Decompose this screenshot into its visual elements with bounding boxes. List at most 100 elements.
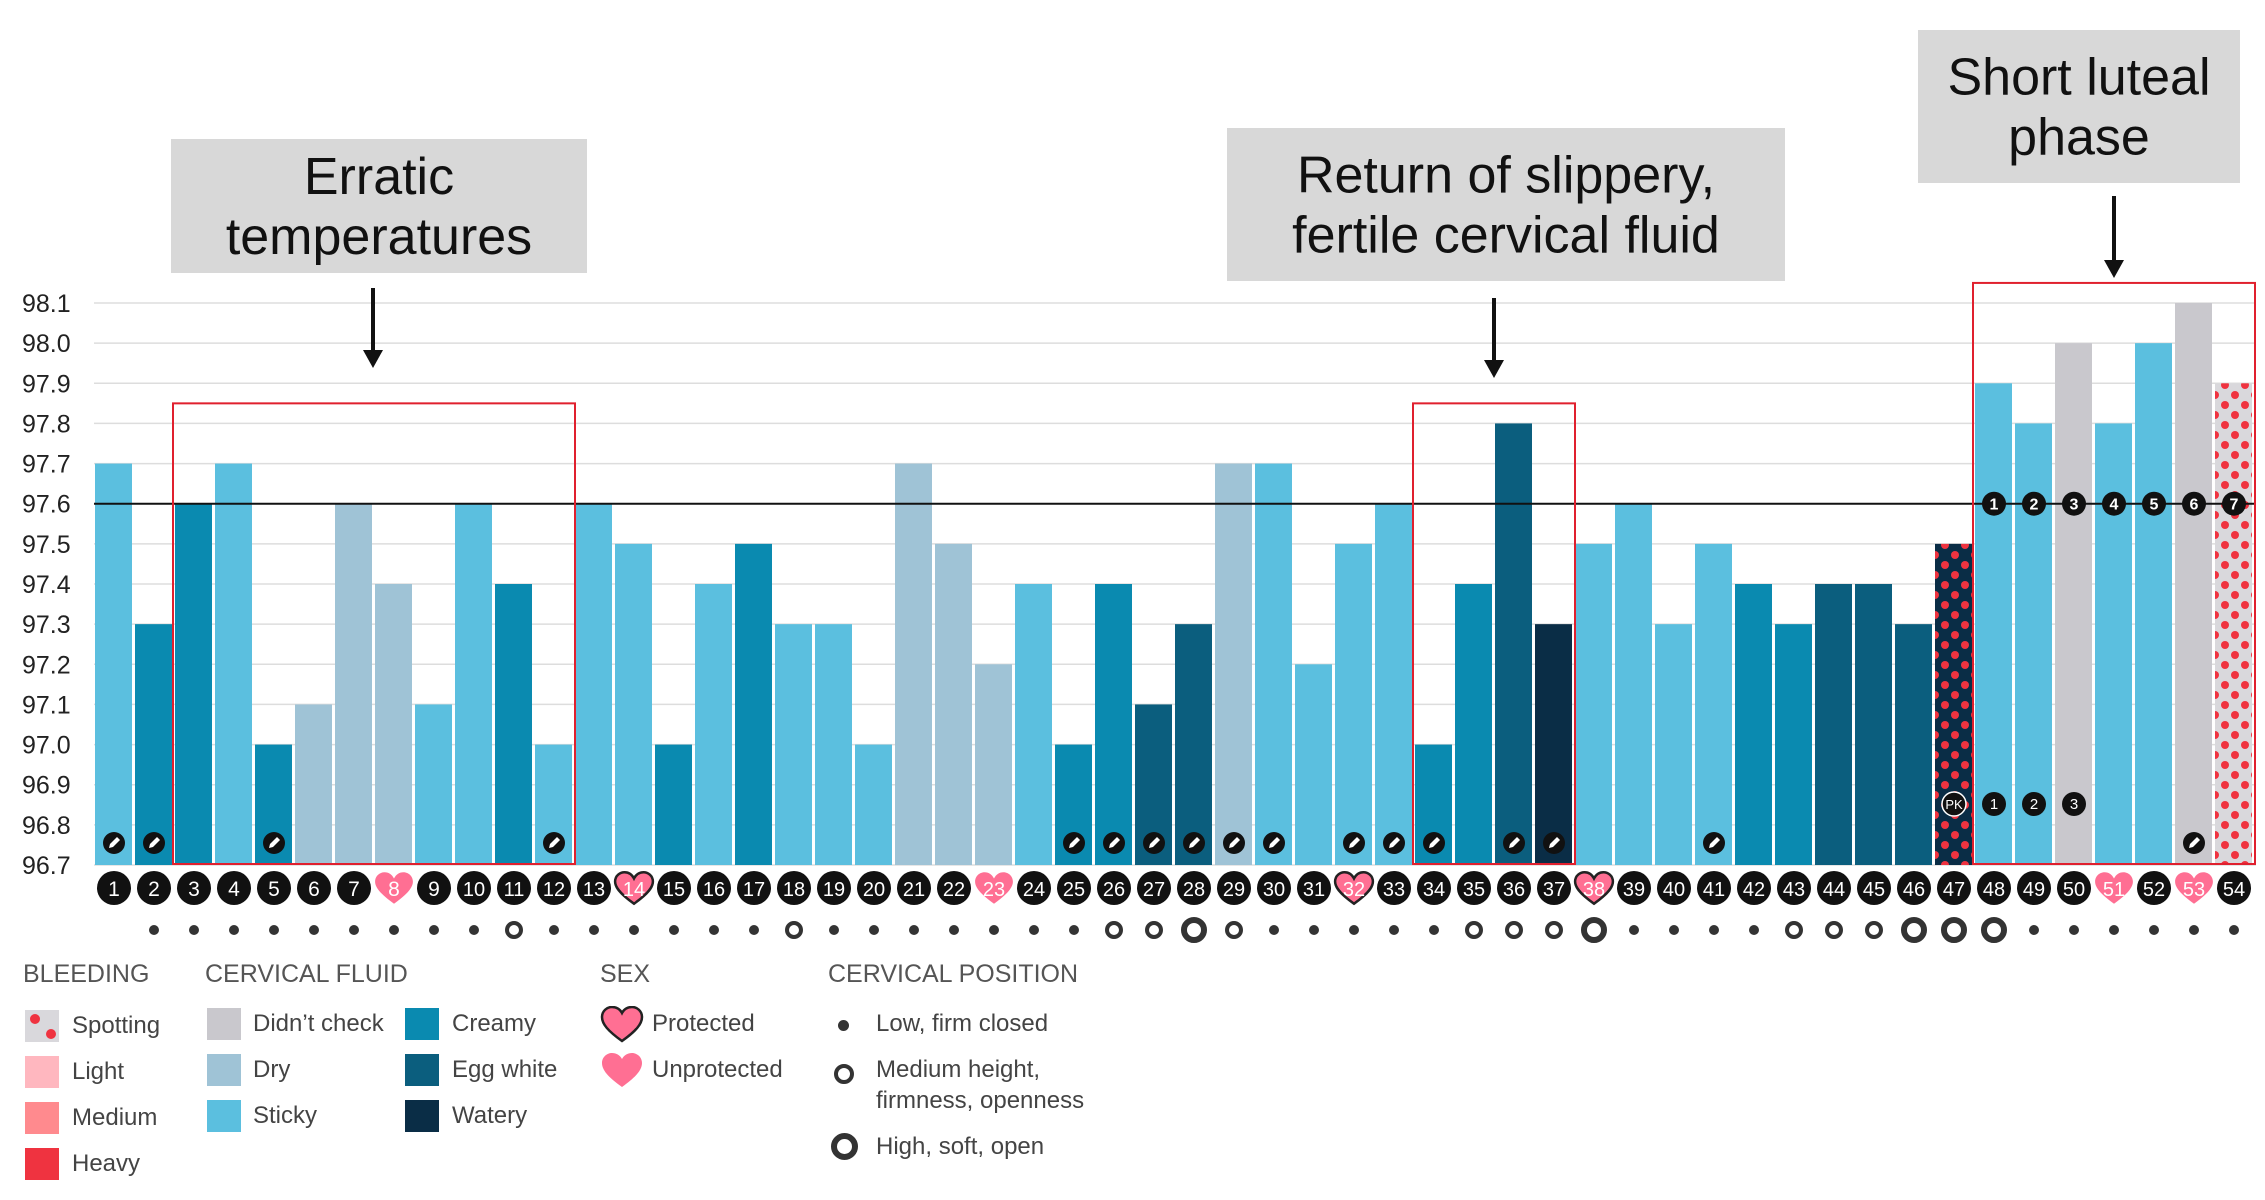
luteal-count-label: 3 [2070, 497, 2079, 514]
cervix-low-dot [1389, 925, 1399, 935]
cervix-low-dot [309, 925, 319, 935]
temperature-bar [975, 664, 1012, 865]
temperature-bar [1695, 543, 1732, 865]
day-label: 53 [2183, 879, 2205, 901]
day-circle [1617, 871, 1651, 905]
cervix-low-dot [589, 925, 599, 935]
cervix-medium-ring [1105, 921, 1123, 939]
day-circle [1177, 871, 1211, 905]
day-circle [1057, 871, 1091, 905]
day-label: 22 [943, 879, 965, 901]
cervix-medium-ring [1465, 921, 1483, 939]
annotation-text: Erratic [304, 148, 454, 206]
temperature-bar [2215, 383, 2252, 865]
legend-label-egg-white: Egg white [452, 1056, 558, 1083]
temperature-bar [215, 463, 252, 865]
day-circle [897, 871, 931, 905]
luteal-count-marker [2142, 491, 2166, 516]
day-label: 12 [543, 879, 565, 901]
cervix-low-dot [909, 925, 919, 935]
luteal-count-label: 6 [2190, 497, 2199, 514]
y-tick-label: 96.9 [22, 772, 71, 800]
cervix-low-dot [149, 925, 159, 935]
y-tick-label: 97.6 [22, 491, 71, 519]
day-label: 11 [504, 879, 525, 901]
temperature-bar [295, 704, 332, 865]
day-circle [217, 871, 251, 905]
temperature-bar [1735, 584, 1772, 865]
day-circle [817, 871, 851, 905]
day-circle [537, 871, 571, 905]
temperature-bar [655, 744, 692, 865]
temperature-bar [735, 543, 772, 865]
cervix-medium-ring [1865, 921, 1883, 939]
cervix-low-dot [349, 925, 359, 935]
day-label: 8 [388, 878, 400, 901]
peak-marker-label: PK [1945, 797, 1963, 812]
cervix-medium-ring [785, 921, 803, 939]
cervix-low-dot [1669, 925, 1679, 935]
day-label: 32 [1343, 879, 1365, 901]
temperature-bar [695, 584, 732, 865]
temperature-bar [1175, 624, 1212, 865]
annotation-arrowhead [2104, 260, 2124, 278]
temperature-bar [1295, 664, 1332, 865]
day-circle [777, 871, 811, 905]
cervix-low-dot [1749, 925, 1759, 935]
legend-fluid-title: CERVICAL FLUID [205, 960, 408, 988]
temperature-bar [135, 624, 172, 865]
legend-label-light: Light [72, 1058, 125, 1085]
temperature-bar [775, 624, 812, 865]
protected-heart-icon [600, 1005, 644, 1049]
peak-marker [2022, 792, 2046, 816]
day-circle [257, 871, 291, 905]
day-label: 17 [743, 879, 765, 901]
cervix-low-dot [1309, 925, 1319, 935]
day-label: 48 [1983, 879, 2005, 901]
day-label: 18 [783, 879, 805, 901]
note-pencil-shape [149, 837, 160, 848]
day-label: 29 [1223, 879, 1245, 901]
temperature-bar [1615, 503, 1652, 865]
day-label: 28 [1183, 879, 1205, 901]
temperature-bar [1335, 543, 1372, 865]
day-label: 42 [1743, 879, 1765, 901]
day-circle [497, 871, 531, 905]
day-label: 35 [1463, 879, 1485, 901]
y-tick-label: 96.8 [22, 812, 71, 840]
cervix-medium-ring [1785, 921, 1803, 939]
y-tick-label: 98.0 [22, 330, 71, 358]
annotation-text: fertile cervical fluid [1292, 207, 1720, 265]
note-pencil-shape [549, 837, 560, 848]
day-circle [1937, 871, 1971, 905]
highlight-box [1972, 281, 2256, 865]
annotation-arrowhead [363, 350, 383, 368]
temperature-bar [495, 584, 532, 865]
day-label: 6 [308, 878, 320, 901]
peak-marker [2062, 792, 2086, 816]
luteal-count-marker [2022, 491, 2046, 516]
luteal-count-label: 2 [2030, 497, 2039, 514]
temperature-bar [1535, 624, 1572, 865]
luteal-count-label: 1 [1990, 497, 1999, 514]
day-circle [1257, 871, 1291, 905]
note-pencil-shape [1189, 837, 1200, 848]
cervix-low-dot [2069, 925, 2079, 935]
legend-label-medium: Medium [72, 1104, 158, 1131]
note-pencil-shape [1069, 837, 1080, 848]
protected-sex-heart-icon [1333, 870, 1375, 906]
legend-label-unprotected: Unprotected [652, 1056, 783, 1083]
high-position-ring-icon [831, 1133, 858, 1160]
day-circle [1697, 871, 1731, 905]
annotation-arrowhead [1484, 360, 1504, 378]
day-circle [137, 871, 171, 905]
day-circle [1977, 871, 2011, 905]
luteal-count-label: 4 [2110, 497, 2119, 514]
day-label: 9 [428, 878, 440, 901]
temperature-bar [1935, 543, 1972, 865]
cervix-low-dot [1069, 925, 1079, 935]
day-label: 34 [1423, 879, 1445, 901]
y-tick-label: 97.3 [22, 611, 71, 639]
peak-marker-label: 2 [2030, 796, 2038, 813]
legend-label-medium-position-2: firmness, openness [876, 1087, 1085, 1114]
